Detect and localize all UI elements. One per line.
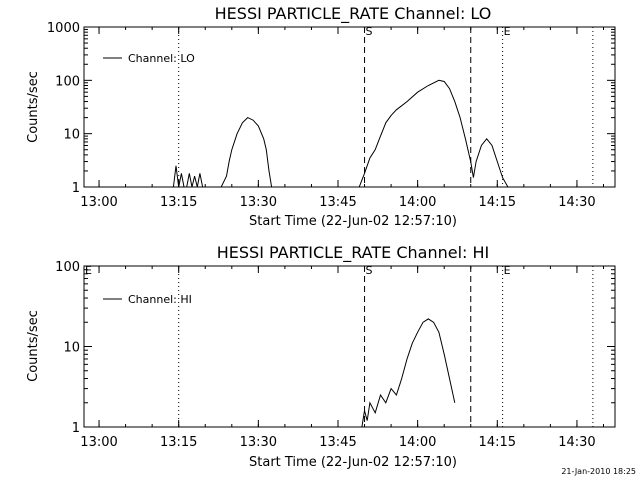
legend-label: Channel: HI bbox=[128, 293, 192, 306]
y-tick-label: 10 bbox=[63, 341, 80, 356]
tick-layer: 13:00 13:15 13:30 13:45 14:00 14:15 14:30 1 10 10… bbox=[47, 21, 615, 210]
x-axis-label: Start Time (22-Jun-02 12:57:10) bbox=[249, 455, 457, 470]
legend: Channel: HI bbox=[103, 293, 192, 306]
x-tick-label: 13:00 bbox=[80, 195, 117, 210]
y-axis-label: Counts/sec bbox=[26, 310, 41, 382]
tick-layer: 13:00 13:15 13:30 13:45 14:00 14:15 14:30 1 10 10… bbox=[55, 260, 615, 450]
x-tick-label: 14:15 bbox=[479, 195, 516, 210]
series-line bbox=[172, 79, 509, 188]
chart-title: HESSI PARTICLE_RATE Channel: HI bbox=[217, 243, 490, 263]
series-layer bbox=[172, 79, 509, 188]
x-tick-label: 13:30 bbox=[240, 195, 277, 210]
series-layer bbox=[361, 318, 456, 428]
x-axis-label: Start Time (22-Jun-02 12:57:10) bbox=[249, 214, 457, 229]
y-tick-label: 1000 bbox=[47, 21, 80, 36]
timestamp: 21-Jan-2010 18:25 bbox=[561, 467, 636, 476]
event-marker-label: E bbox=[504, 264, 511, 277]
x-tick-label: 14:15 bbox=[479, 435, 516, 450]
x-tick-label: 13:30 bbox=[240, 435, 277, 450]
chart-title: HESSI PARTICLE_RATE Channel: LO bbox=[215, 4, 492, 24]
x-tick-label: 14:30 bbox=[558, 195, 595, 210]
y-tick-label: 1 bbox=[72, 181, 80, 196]
plot-frame bbox=[83, 265, 616, 428]
series-line bbox=[361, 318, 456, 428]
y-tick-label: 100 bbox=[55, 74, 80, 89]
chart-panel-hi: HESSI PARTICLE_RATE Channel: HI Counts/s… bbox=[26, 243, 616, 470]
legend-label: Channel: LO bbox=[128, 52, 195, 65]
event-marker-label: E bbox=[85, 264, 92, 277]
x-tick-label: 14:00 bbox=[399, 435, 436, 450]
y-tick-label: 100 bbox=[55, 260, 80, 275]
x-tick-label: 13:45 bbox=[319, 435, 356, 450]
y-tick-label: 1 bbox=[72, 421, 80, 436]
event-marker-label: S bbox=[366, 264, 373, 277]
x-tick-label: 14:30 bbox=[558, 435, 595, 450]
plot-frame bbox=[83, 26, 616, 188]
x-tick-label: 14:00 bbox=[399, 195, 436, 210]
legend: Channel: LO bbox=[103, 52, 195, 65]
chart-panel-lo: HESSI PARTICLE_RATE Channel: LO Counts/s… bbox=[26, 4, 616, 229]
x-tick-label: 13:15 bbox=[160, 195, 197, 210]
x-tick-label: 13:45 bbox=[319, 195, 356, 210]
y-axis-label: Counts/sec bbox=[26, 71, 41, 143]
event-marker-label: E bbox=[504, 25, 511, 38]
event-marker-label: S bbox=[366, 25, 373, 38]
x-tick-label: 13:15 bbox=[160, 435, 197, 450]
y-tick-label: 10 bbox=[63, 128, 80, 143]
x-tick-label: 13:00 bbox=[80, 435, 117, 450]
